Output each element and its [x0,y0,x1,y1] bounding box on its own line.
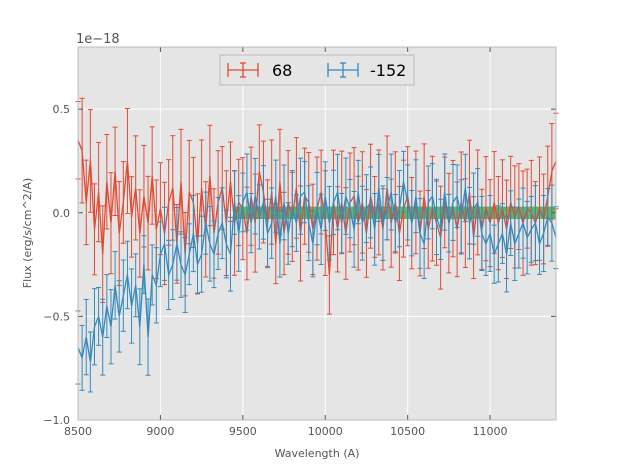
x-tick-label: 9000 [146,425,174,438]
y-tick-label: 0.0 [53,207,71,220]
offset-label: 1e−18 [76,32,120,47]
x-tick-label: 11000 [473,425,508,438]
y-axis-label: Flux (erg/s/cm^2/A) [21,178,34,288]
y-tick-label: −1.0 [43,414,70,427]
series-layer [75,97,559,393]
x-tick-label: 10500 [390,425,425,438]
legend-marker-series-neg152 [327,62,359,78]
y-tick-label: −0.5 [43,310,70,323]
tick-layer: 8500 9000 9500 10000 10500 11000 −1.0 −0.5 0.0 0.… [43,47,556,438]
x-axis-label: Wavelength (A) [275,447,360,460]
legend-marker-series-68 [227,62,259,78]
x-tick-label: 10000 [308,425,343,438]
series-neg152 [75,150,559,393]
legend-label-series-neg152: -152 [370,61,406,80]
x-tick-label: 8500 [64,425,92,438]
plot-frame [77,46,557,421]
x-tick-label: 9500 [229,425,257,438]
series-line [77,181,557,363]
y-tick-label: 0.5 [53,103,71,116]
legend-label-series-68: 68 [272,61,292,80]
legend: 68 -152 [219,54,415,86]
